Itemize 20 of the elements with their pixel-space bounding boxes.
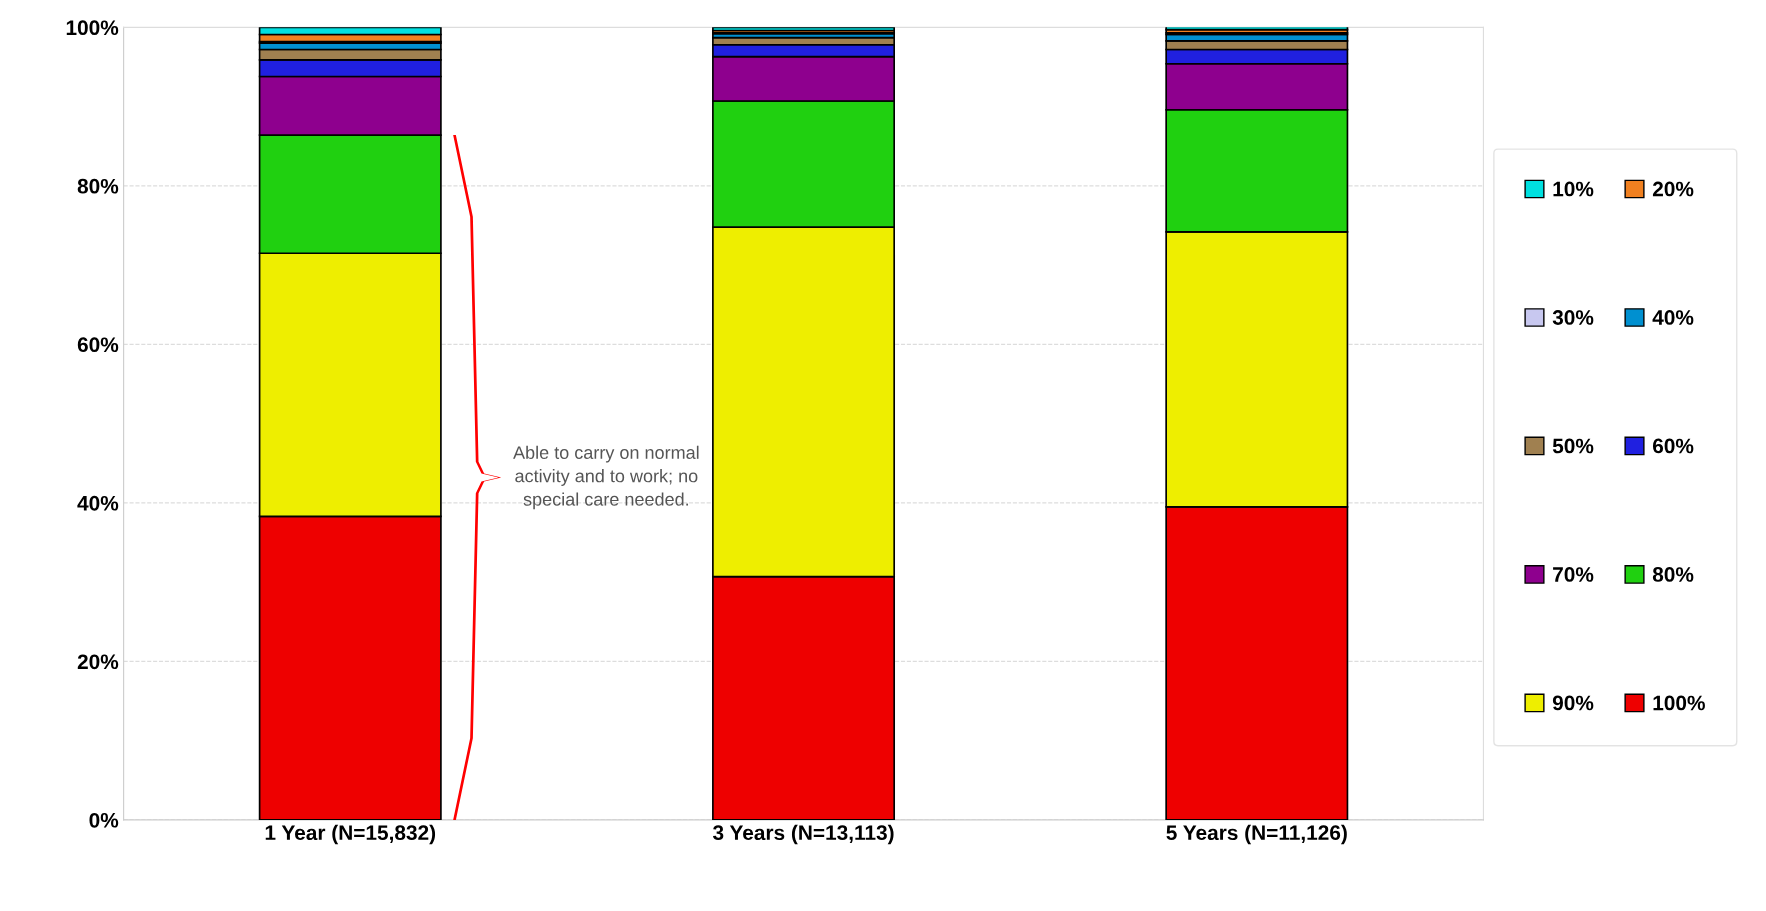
y-tick-label: 80%: [77, 178, 119, 194]
x-tick-label: 5 Years (N=11,126): [1166, 824, 1347, 845]
legend-label: 70%: [1553, 567, 1594, 582]
y-tick-label: 40%: [77, 495, 119, 511]
y-tick-label: 0%: [89, 812, 119, 828]
legend-label: 30%: [1552, 310, 1594, 325]
x-tick-label: 3 Years (N=13,113): [712, 824, 894, 845]
x-tick-label: 1 Year (N=15,832): [265, 824, 436, 845]
legend-label: 40%: [1652, 310, 1694, 325]
legend-label: 20%: [1652, 181, 1694, 197]
y-tick-label: 20%: [77, 654, 119, 670]
legend-label: 10%: [1553, 181, 1594, 197]
y-tick-label: 60%: [77, 337, 119, 353]
legend-label: 100%: [1653, 695, 1705, 711]
annotation: Able to carry on normal activity and to work; no special care needed.: [513, 445, 699, 510]
legend-label: 80%: [1652, 567, 1694, 582]
legend-label: 50%: [1552, 438, 1594, 454]
legend-label: 90%: [1552, 695, 1594, 711]
y-tick-label: 100%: [66, 20, 119, 36]
legend-label: 60%: [1652, 438, 1694, 454]
